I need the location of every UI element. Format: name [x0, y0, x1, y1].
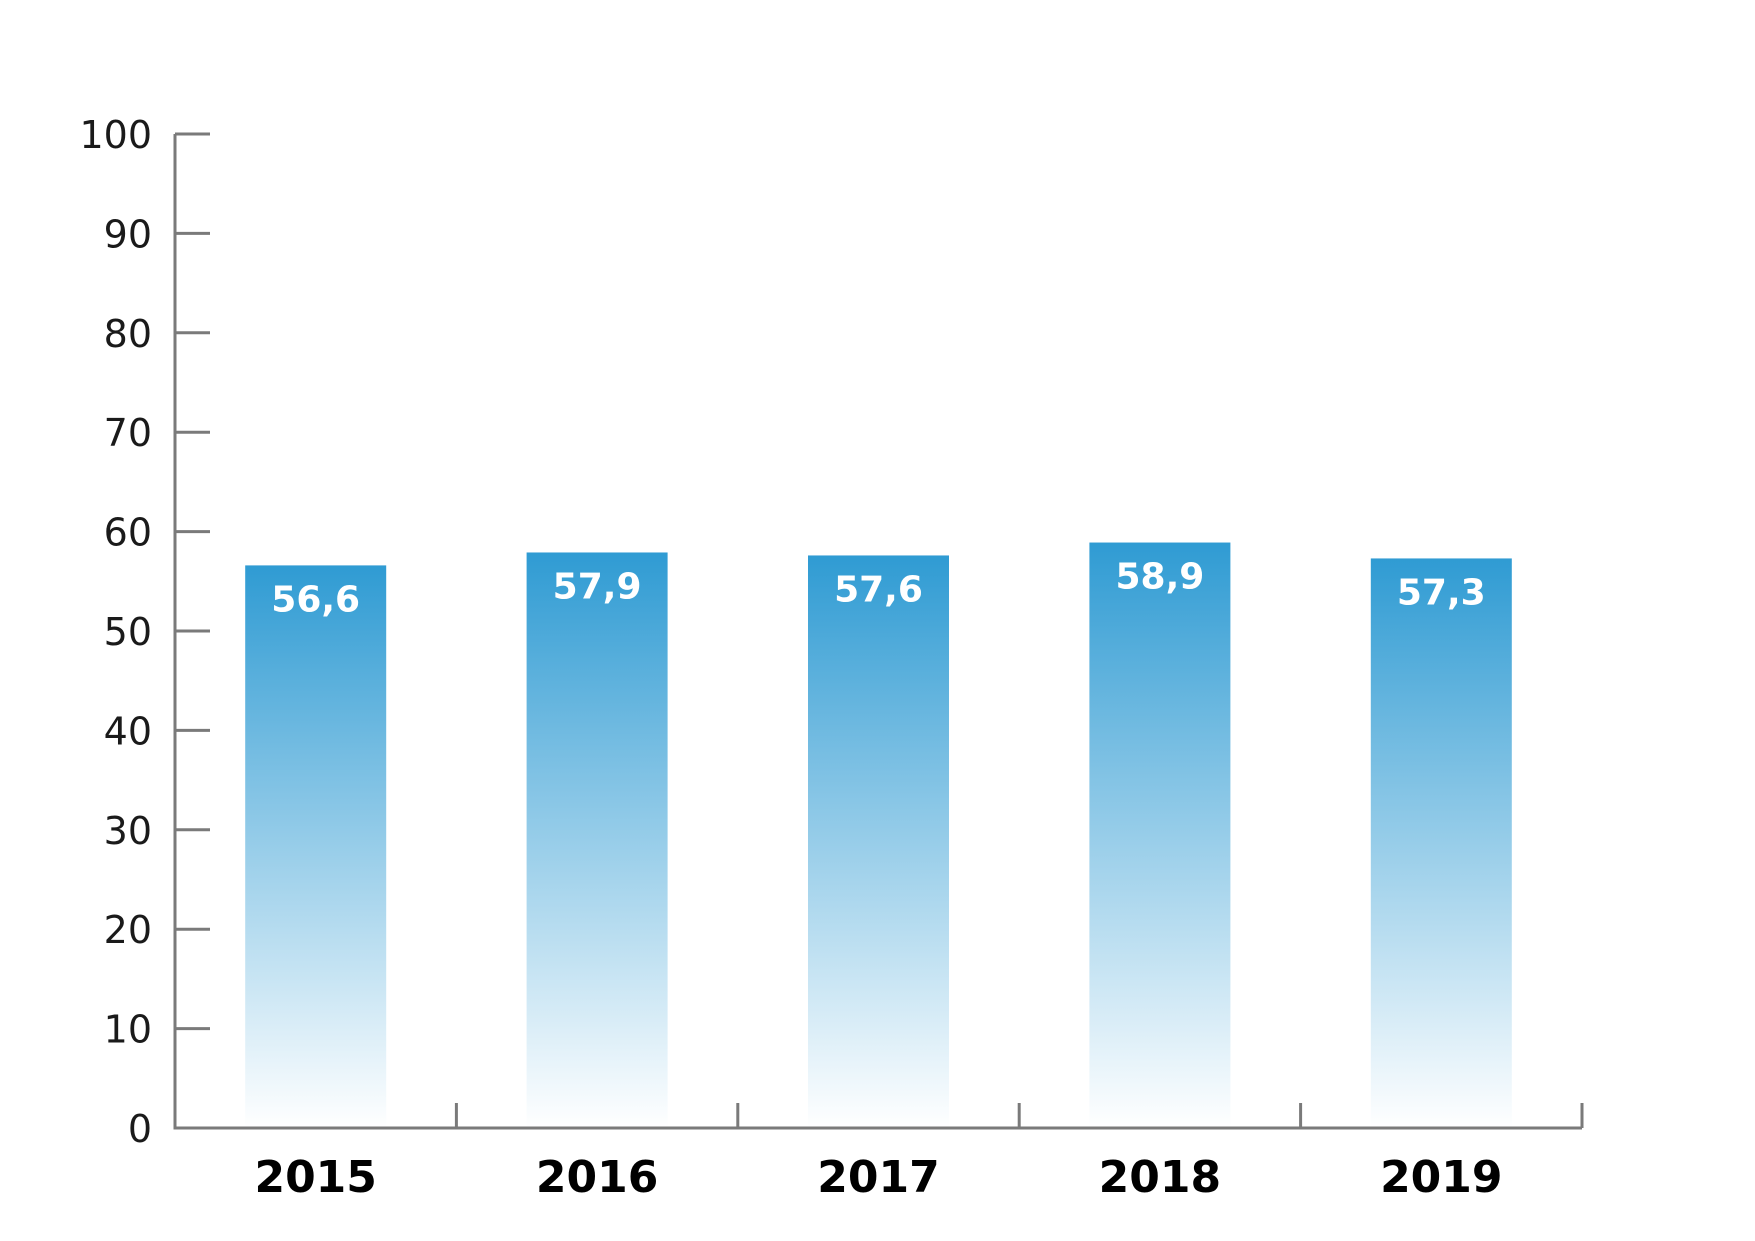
y-tick-label-70: 70 — [104, 411, 152, 455]
y-tick-label-20: 20 — [104, 908, 152, 952]
data-label-2018: 58,9 — [1115, 557, 1204, 598]
x-tick-label-2017: 2017 — [817, 1152, 939, 1203]
bar-2018 — [1089, 542, 1231, 1128]
axes-group — [173, 132, 1584, 1130]
y-tick-label-0: 0 — [128, 1107, 152, 1151]
y-tick-label-40: 40 — [104, 709, 152, 753]
data-label-2019: 57,3 — [1397, 572, 1486, 613]
bar-2017 — [808, 555, 949, 1128]
y-tick-label-80: 80 — [104, 312, 152, 356]
data-label-2016: 57,9 — [553, 566, 642, 607]
bar-2019 — [1370, 558, 1512, 1128]
y-tick-label-100: 100 — [79, 113, 152, 157]
y-tick-label-10: 10 — [104, 1008, 152, 1052]
labels-group: 56,6 57,9 57,6 58,9 57,3 0 10 20 30 40 50 60 70 80 90 1… — [79, 113, 1502, 1203]
x-tick-label-2015: 2015 — [254, 1152, 376, 1203]
x-tick-label-2019: 2019 — [1380, 1152, 1502, 1203]
data-label-2017: 57,6 — [834, 569, 923, 610]
bar-2015 — [245, 565, 387, 1128]
data-label-2015: 56,6 — [271, 579, 360, 620]
y-tick-label-60: 60 — [104, 511, 152, 555]
y-tick-label-90: 90 — [104, 212, 152, 256]
x-tick-label-2016: 2016 — [536, 1152, 658, 1203]
bars-group — [245, 542, 1512, 1128]
y-tick-label-50: 50 — [104, 610, 152, 654]
bar-2016 — [526, 552, 668, 1128]
x-tick-label-2018: 2018 — [1099, 1152, 1221, 1203]
y-tick-label-30: 30 — [104, 809, 152, 853]
